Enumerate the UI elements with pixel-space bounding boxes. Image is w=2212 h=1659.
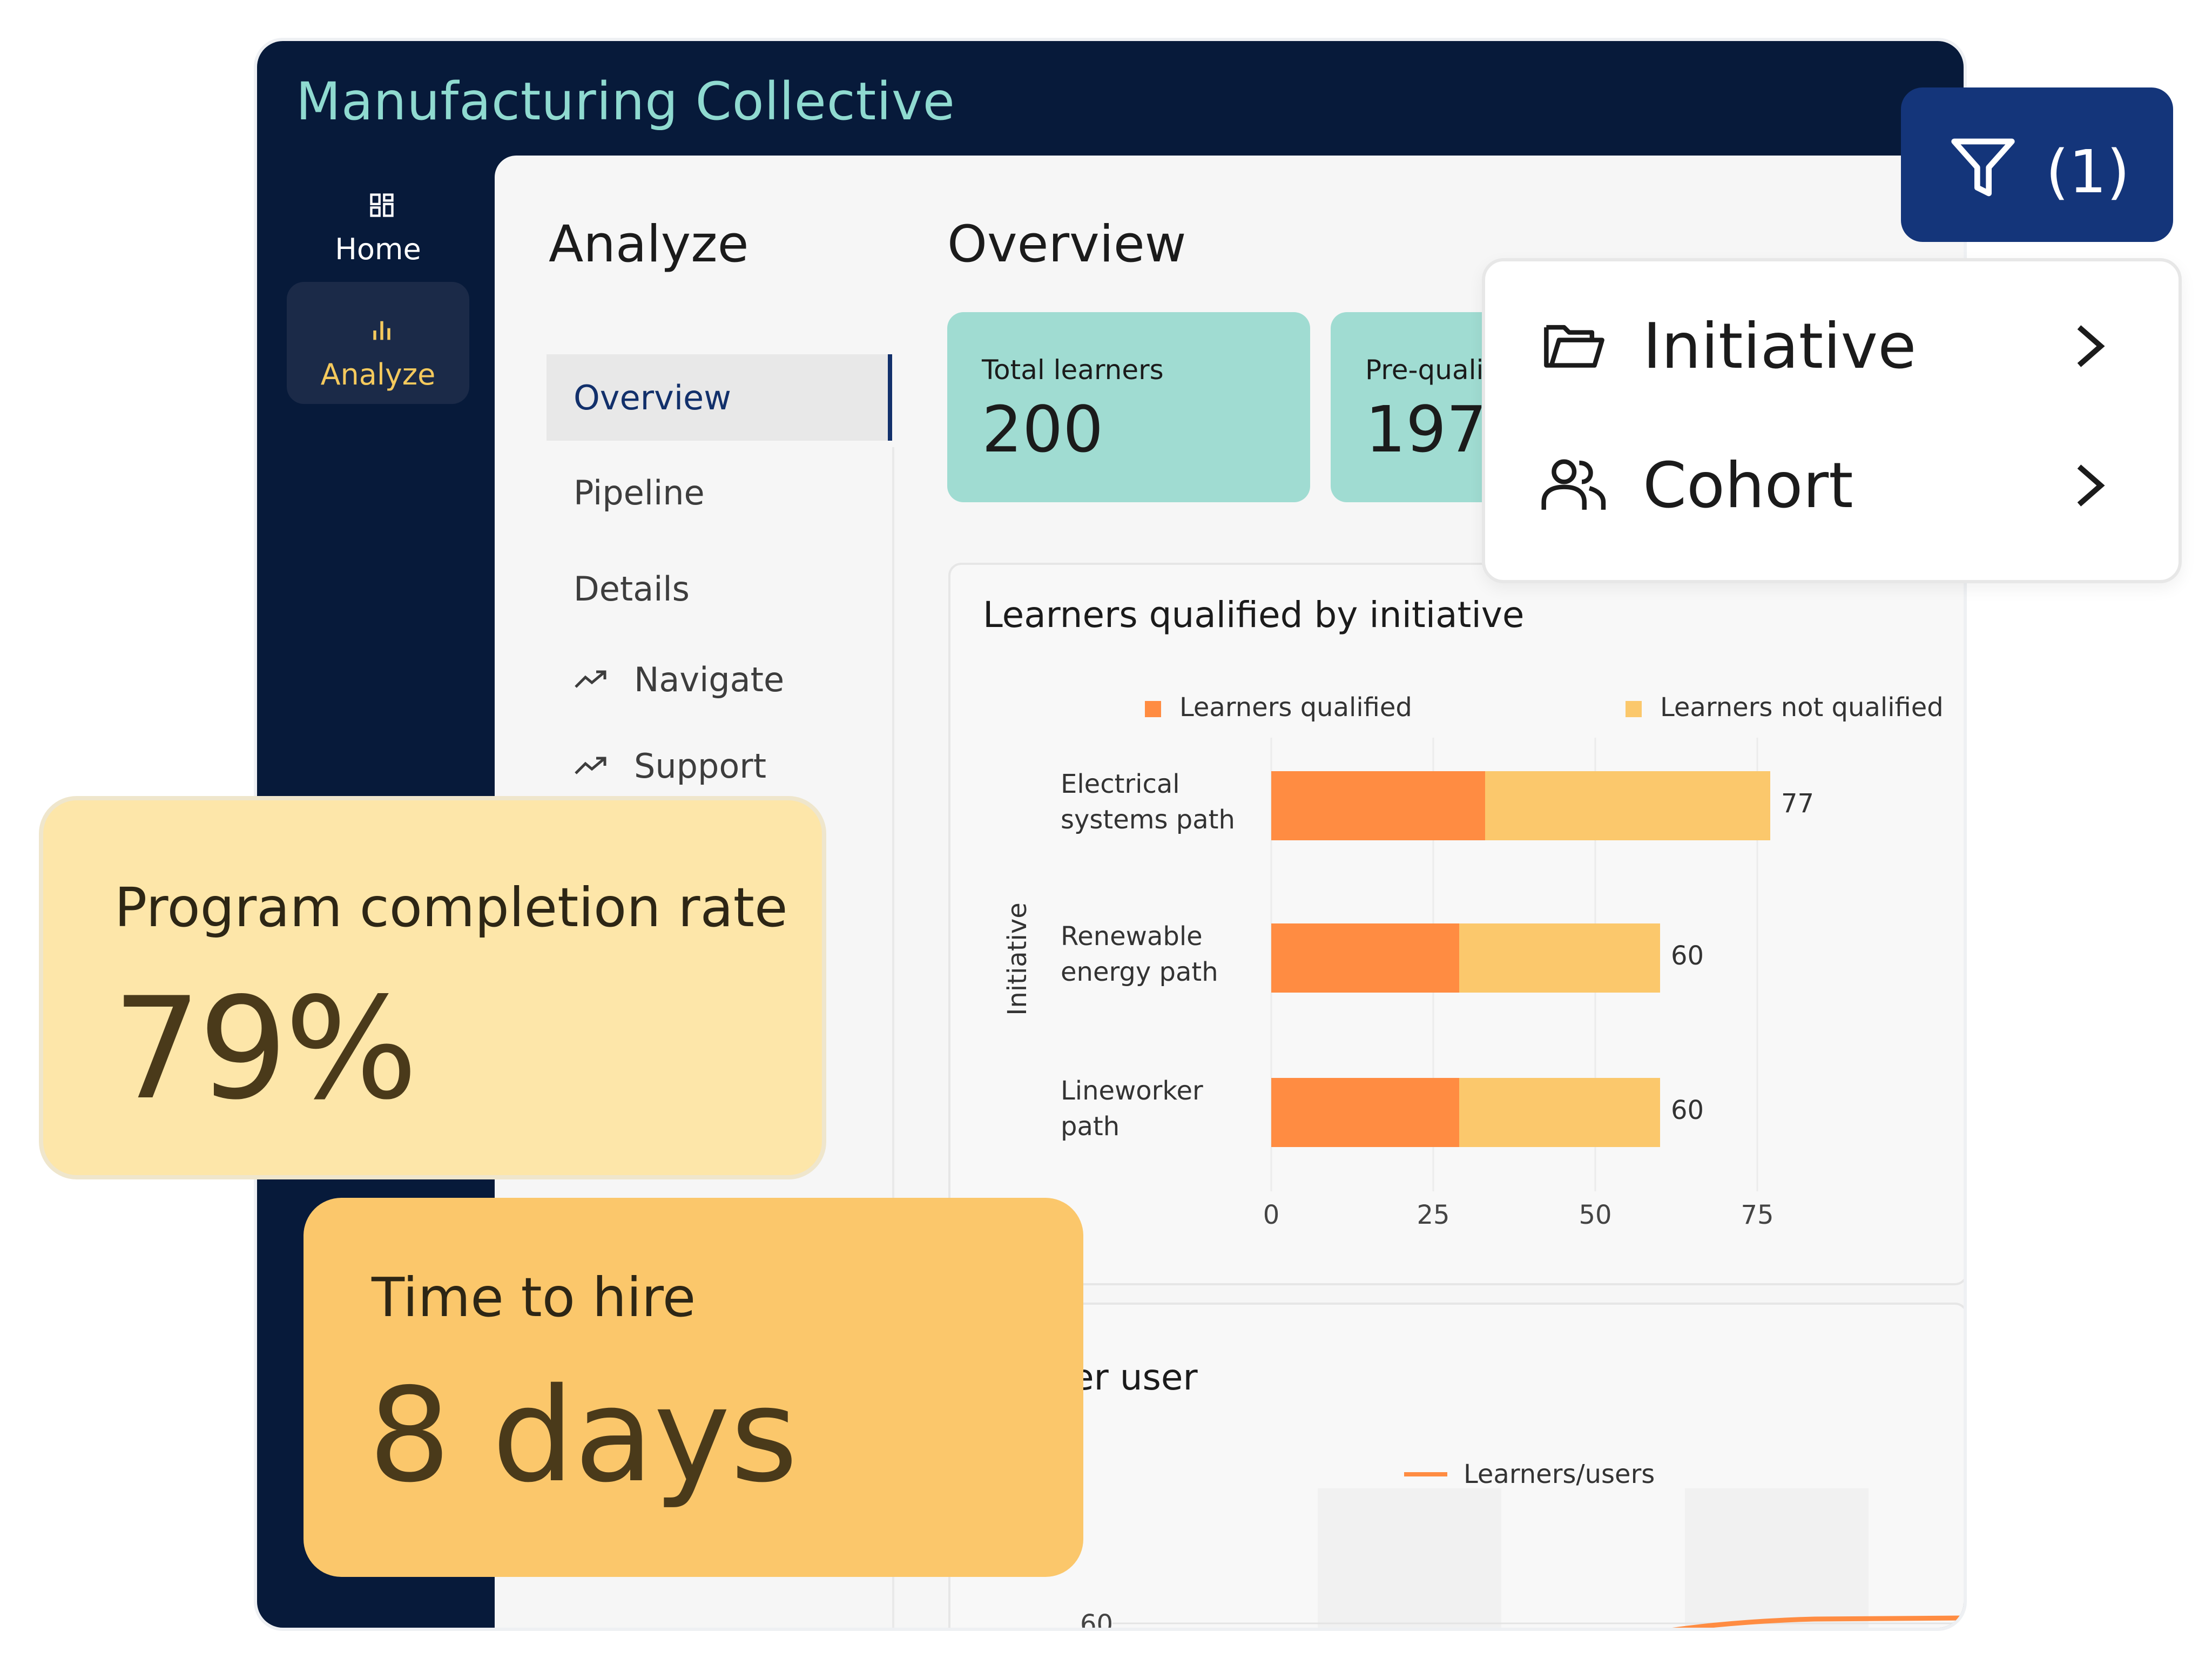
bar-total-label: 77	[1781, 788, 1814, 819]
line-chart: 60 Learners/users	[1080, 1459, 1964, 1628]
nav-item-home[interactable]: Home	[287, 157, 469, 279]
bar-chart-icon	[373, 321, 390, 340]
trend-up-icon	[575, 670, 606, 688]
kpi-value: 79%	[112, 968, 418, 1131]
category-label: energy path	[1061, 957, 1218, 987]
category-label: Electrical	[1061, 769, 1180, 799]
overview-title: Overview	[947, 215, 1186, 274]
x-tick-label: 75	[1741, 1200, 1773, 1230]
stat-label: Total learners	[982, 354, 1164, 386]
bar-segment	[1459, 923, 1660, 993]
section-title: Analyze	[549, 215, 749, 274]
bar-total-label: 60	[1671, 1095, 1704, 1125]
y-tick-label: 60	[1080, 1609, 1113, 1628]
filter-count: (1)	[2046, 137, 2130, 206]
subnav-item-details[interactable]: Details	[547, 545, 892, 632]
kpi-value: 8 days	[368, 1360, 798, 1511]
subnav-divider	[892, 447, 894, 1628]
filter-menu: Initiative Cohort	[1482, 258, 2182, 583]
column-band	[1318, 1488, 1501, 1628]
x-tick-label: 0	[1263, 1200, 1280, 1230]
chart-title: Learners qualified by initiative	[983, 594, 1525, 636]
chart-card-learners-per-user: 60 Learners/users ers per user	[948, 1303, 1964, 1628]
column-band	[1685, 1488, 1869, 1628]
series-line	[1672, 1615, 1964, 1628]
y-axis-label: Initiative	[1002, 902, 1033, 1016]
legend-label: Learners not qualified	[1660, 692, 1944, 723]
grid-icon	[370, 193, 394, 217]
kpi-card-time-to-hire: Time to hire 8 days	[304, 1198, 1083, 1577]
menu-item-label: Cohort	[1643, 449, 1853, 522]
bar-total-label: 60	[1671, 941, 1704, 971]
bar-segment	[1485, 771, 1770, 840]
stat-value: 200	[982, 392, 1104, 467]
legend-label: Learners/users	[1464, 1459, 1655, 1489]
chevron-right-icon	[2077, 325, 2105, 367]
bar-segment	[1271, 1078, 1459, 1147]
nav-item-label: Home	[335, 232, 421, 266]
stat-card-total-learners[interactable]: Total learners 200	[947, 312, 1310, 502]
chevron-right-icon	[2077, 464, 2105, 507]
bar-segment	[1271, 771, 1485, 840]
users-icon	[1541, 459, 1606, 510]
subnav-item-pipeline[interactable]: Pipeline	[547, 449, 892, 536]
stat-label: Pre-qualif	[1365, 354, 1493, 386]
subnav-item-label: Details	[574, 569, 690, 609]
filter-button[interactable]: (1)	[1901, 87, 2173, 242]
kpi-label: Program completion rate	[114, 876, 788, 939]
subnav-item-label: Overview	[574, 377, 731, 417]
nav-item-analyze[interactable]: Analyze	[287, 282, 469, 404]
menu-item-cohort[interactable]: Cohort	[1485, 422, 2179, 530]
nav-item-label: Analyze	[320, 358, 436, 392]
trend-up-icon	[575, 757, 606, 774]
subnav-item-label: Navigate	[634, 659, 785, 699]
subnav-item-navigate[interactable]: Navigate	[547, 636, 892, 723]
menu-item-initiative[interactable]: Initiative	[1485, 283, 2179, 391]
kpi-label: Time to hire	[372, 1266, 696, 1329]
filter-icon	[1951, 138, 2015, 197]
app-title: Manufacturing Collective	[296, 71, 955, 132]
category-label: path	[1061, 1111, 1120, 1142]
chart-card-learners-qualified: 0 25 50 75 Learners qualified Learners not qu…	[948, 563, 1964, 1285]
x-tick-label: 25	[1417, 1200, 1449, 1230]
category-label: systems path	[1061, 805, 1235, 835]
subnav-item-support[interactable]: Support	[547, 723, 892, 809]
bar-segment	[1271, 923, 1459, 993]
stat-value: 197	[1365, 392, 1487, 467]
kpi-card-completion: Program completion rate 79%	[39, 796, 826, 1179]
bar-segment	[1459, 1078, 1660, 1147]
folder-icon	[1544, 325, 1604, 368]
subnav-item-label: Pipeline	[574, 473, 705, 512]
legend-swatch	[1626, 701, 1642, 717]
subnav-item-overview[interactable]: Overview	[547, 354, 892, 441]
bar-chart: 0 25 50 75 Learners qualified Learners not qu…	[1002, 692, 1944, 1230]
category-label: Lineworker	[1061, 1076, 1203, 1106]
menu-item-label: Initiative	[1643, 310, 1917, 383]
category-label: Renewable	[1061, 921, 1203, 952]
x-tick-label: 50	[1579, 1200, 1611, 1230]
legend-swatch	[1145, 701, 1161, 717]
subnav-item-label: Support	[634, 746, 767, 786]
legend-label: Learners qualified	[1179, 692, 1412, 723]
